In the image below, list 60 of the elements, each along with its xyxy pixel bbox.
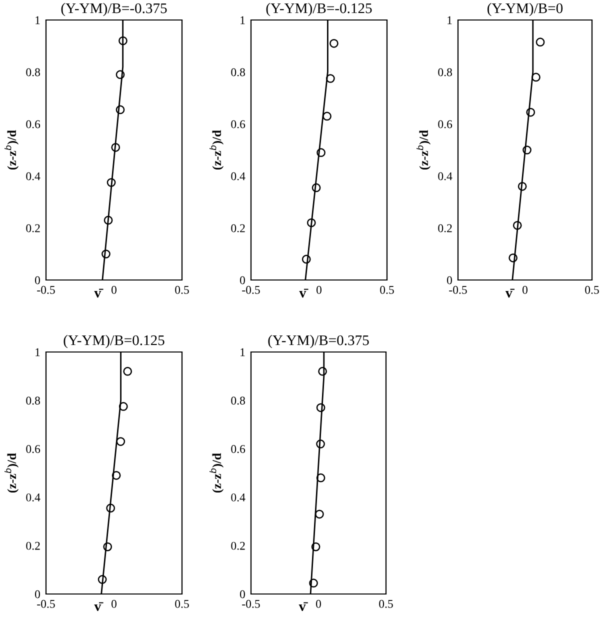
y-tick-label: 1 [36, 16, 40, 24]
y-axis-title: (z-z$^{b}$)/d [416, 130, 431, 170]
y-tick-label: 1 [36, 348, 40, 356]
y-tick-label: 0.4 [231, 493, 246, 502]
x-tick-label: -0.5 [242, 600, 260, 608]
chart-title: (Y-YM)/B=-0.375 [61, 2, 167, 16]
y-tick-label: 0.8 [231, 68, 245, 76]
x-axis-title: v̄ [94, 602, 104, 612]
chart-title: (Y-YM)/B=-0.125 [266, 2, 372, 16]
y-tick-label: 0.8 [26, 68, 40, 76]
y-tick-label: 1 [240, 16, 245, 24]
y-tick-label: 0 [34, 590, 40, 598]
y-tick-label: 0 [240, 590, 245, 598]
y-tick-label: 0.6 [231, 445, 246, 454]
y-tick-label: 0.2 [438, 224, 452, 232]
x-axis-title: v̄ [299, 288, 308, 298]
y-axis-title: (z-z$^{b}$)/d [209, 453, 224, 493]
x-tick-label: 0 [112, 600, 116, 608]
y-tick-label: 0.4 [26, 493, 40, 502]
x-tick-label: -0.5 [37, 600, 55, 608]
y-tick-label: 0 [34, 276, 40, 284]
y-tick-label: 0.4 [438, 172, 452, 180]
x-tick-label: -0.5 [449, 286, 467, 294]
x-tick-label: 0 [522, 286, 528, 294]
x-tick-label: -0.5 [242, 286, 260, 294]
x-tick-label: 0.5 [175, 286, 189, 294]
y-tick-label: 0.2 [231, 542, 245, 550]
y-tick-label: 0.4 [26, 172, 40, 180]
y-tick-label: 0.6 [231, 120, 246, 128]
x-axis-title: v̄ [94, 288, 104, 298]
x-tick-label: 0.5 [585, 286, 599, 294]
y-tick-label: 0.2 [231, 224, 245, 232]
y-tick-label: 0.2 [26, 224, 40, 232]
x-tick-label: 0.5 [379, 600, 393, 608]
y-tick-label: 0.4 [231, 172, 246, 180]
y-tick-label: 0 [240, 276, 245, 284]
y-tick-label: 0.6 [26, 120, 40, 128]
x-tick-label: 0.5 [380, 286, 394, 294]
y-tick-label: 0.8 [231, 396, 245, 405]
chart-title: (Y-YM)/B=0.125 [64, 334, 164, 348]
y-axis-title: (z-z$^{b}$)/d [209, 130, 224, 170]
y-tick-label: 0.6 [26, 445, 40, 454]
chart-title: (Y-YM)/B=0 [488, 2, 563, 16]
x-tick-label: 0.5 [175, 600, 189, 608]
y-tick-label: 0.2 [26, 542, 40, 550]
chart-title: (Y-YM)/B=0.375 [268, 334, 369, 348]
x-tick-label: -0.5 [37, 286, 55, 294]
x-tick-label: 0 [316, 600, 321, 608]
y-tick-label: 1 [448, 16, 452, 24]
y-tick-label: 0.8 [438, 68, 452, 76]
y-axis-title: (z-z$^{b}$)/d [4, 453, 19, 493]
x-tick-label: 0 [112, 286, 116, 294]
x-axis-title: v̄ [298, 602, 308, 612]
x-tick-label: 0 [316, 286, 322, 294]
y-tick-label: 0 [446, 276, 452, 284]
y-axis-title: (z-z$^{b}$)/d [4, 130, 19, 170]
y-tick-label: 0.6 [438, 120, 452, 128]
y-tick-label: 1 [240, 348, 245, 356]
x-axis-title: v̄ [505, 288, 515, 298]
y-tick-label: 0.8 [26, 396, 40, 405]
